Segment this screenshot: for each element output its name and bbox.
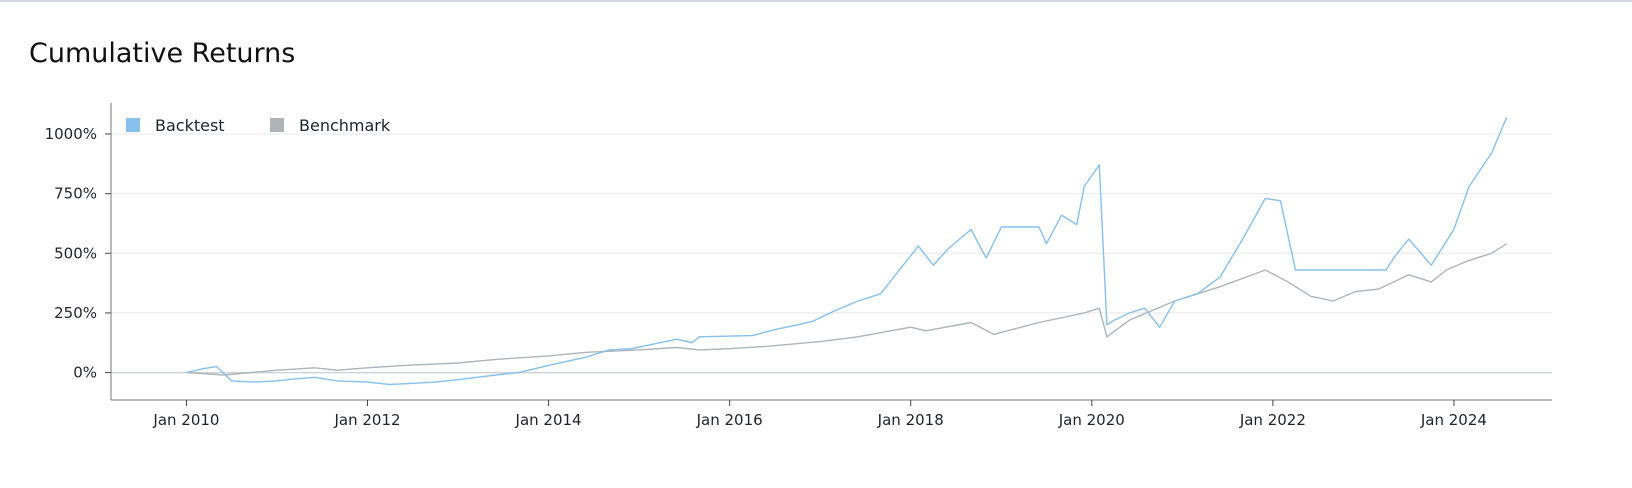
series-lines [186, 117, 1508, 386]
series-line-backtest [186, 117, 1508, 386]
legend-label-backtest: Backtest [155, 116, 225, 135]
x-tick-label-5: Jan 2020 [1058, 411, 1125, 429]
legend-label-benchmark: Benchmark [299, 116, 391, 135]
y-tick-label-0: 0% [73, 364, 97, 382]
y-tick-label-2: 500% [54, 244, 97, 262]
legend-swatch-benchmark [270, 118, 284, 132]
y-axis-ticks: 0% 250% 500% 750% 1000% [45, 125, 111, 382]
x-tick-label-3: Jan 2016 [696, 411, 763, 429]
x-tick-label-4: Jan 2018 [877, 411, 944, 429]
x-axis-ticks: Jan 2010 Jan 2012 Jan 2014 Jan 2016 Jan 2018… [152, 400, 1487, 429]
series-line-benchmark [186, 243, 1508, 376]
x-tick-label-7: Jan 2024 [1420, 411, 1487, 429]
x-tick-label-1: Jan 2012 [333, 411, 400, 429]
top-divider [0, 0, 1632, 2]
x-tick-label-6: Jan 2022 [1239, 411, 1306, 429]
chart-title: Cumulative Returns [29, 38, 296, 69]
gridlines [111, 133, 1552, 374]
y-tick-label-3: 750% [54, 185, 97, 203]
legend-swatch-backtest [126, 118, 140, 132]
axes [110, 103, 1552, 401]
x-tick-label-2: Jan 2014 [515, 411, 582, 429]
x-tick-label-0: Jan 2010 [152, 411, 219, 429]
y-tick-label-1: 250% [54, 304, 97, 322]
y-tick-label-4: 1000% [45, 125, 97, 143]
legend: Backtest Benchmark [126, 116, 391, 135]
